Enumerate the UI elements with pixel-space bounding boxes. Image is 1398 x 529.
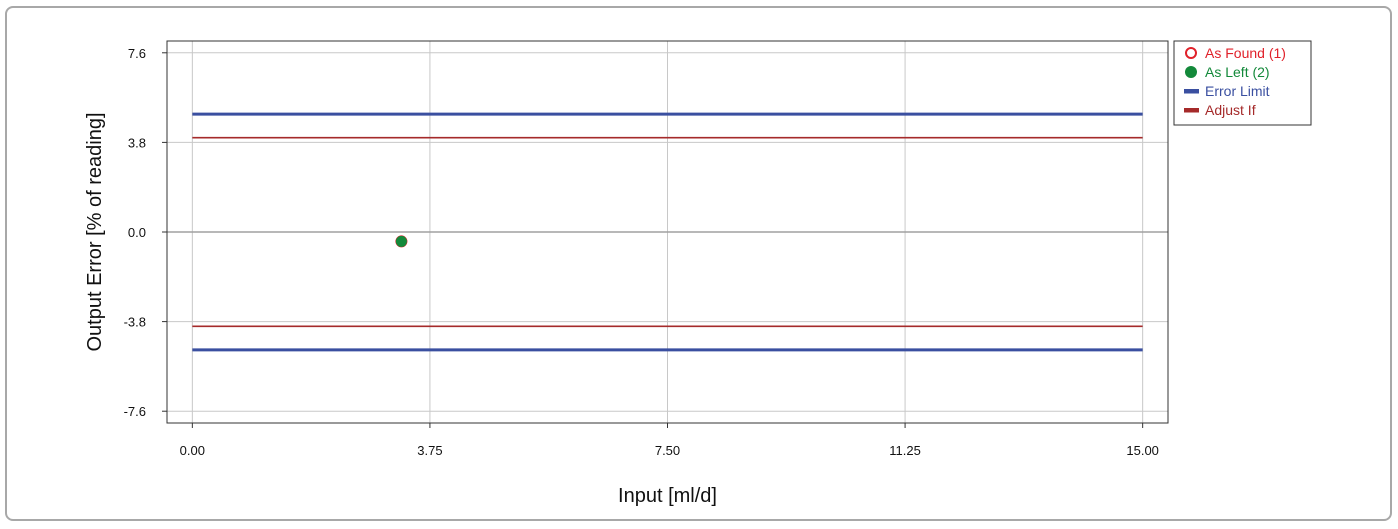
y-tick-label: 0.0 [128,225,146,240]
x-tick-labels: 0.00 3.75 7.50 11.25 15.00 [180,423,1159,458]
legend: As Found (1) As Left (2) Error Limit Adjust… [1173,40,1312,126]
grid-lines [167,41,1168,423]
x-tick-label: 11.25 [889,443,921,458]
y-tick-label: -3.8 [124,315,146,330]
legend-marker-error-limit [1184,89,1199,94]
y-tick-label: 7.6 [128,46,146,61]
legend-label-as-found-1: As Found (1) [1205,45,1286,61]
legend-label-adjust-if: Adjust If [1205,102,1256,118]
legend-marker-as-left-2 [1185,66,1197,78]
x-tick-label: 0.00 [180,443,205,458]
x-tick-label: 3.75 [417,443,442,458]
legend-label-as-left-2: As Left (2) [1205,64,1270,80]
y-tick-label: -7.6 [124,404,146,419]
x-axis-title: Input [ml/d] [618,485,717,507]
y-tick-label: 3.8 [128,135,146,150]
legend-label-error-limit: Error Limit [1205,83,1270,99]
legend-marker-as-found-1 [1185,47,1197,59]
x-tick-label: 15.00 [1126,443,1159,458]
series-lines [192,112,1143,352]
as-left-point [395,235,407,247]
chart-frame [5,6,1392,521]
series-points [395,235,408,248]
y-tick-labels: 7.6 3.8 0.0 -3.8 -7.6 [124,46,167,419]
y-axis-title: Output Error [% of reading] [84,112,106,351]
legend-marker-adjust-if [1184,108,1199,113]
x-tick-label: 7.50 [655,443,680,458]
